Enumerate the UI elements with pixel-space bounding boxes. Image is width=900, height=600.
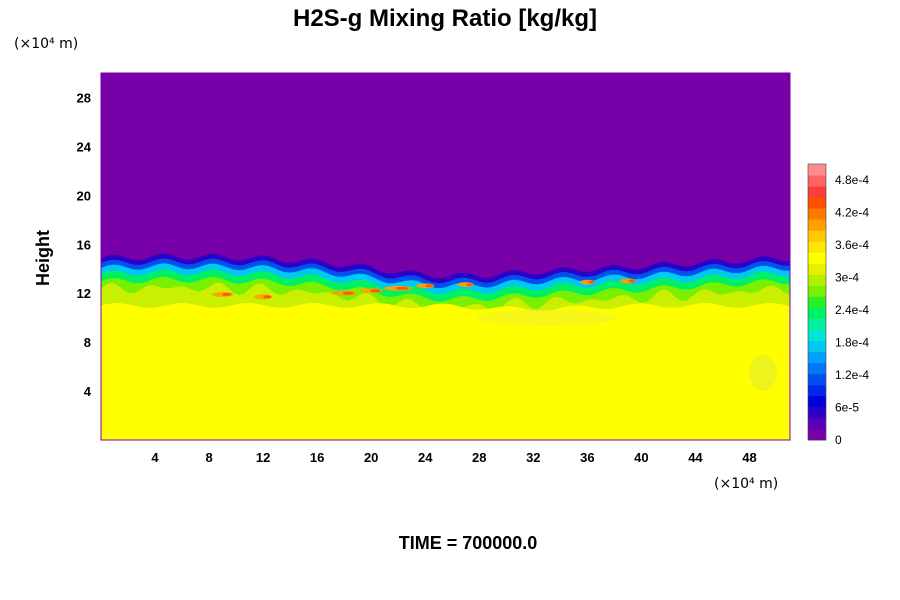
- y-axis-label: Height: [33, 230, 53, 286]
- colorbar-segment: [808, 296, 826, 308]
- colorbar-label: 3e-4: [835, 271, 859, 285]
- y-axis-ticks: 4 8 12 16 20 24 28: [77, 90, 92, 399]
- colorbar-segment: [808, 428, 826, 441]
- x-tick-label: 28: [472, 450, 486, 465]
- x-unit-label: (×10⁴ m): [714, 476, 778, 492]
- colorbar-label: 1.2e-4: [835, 368, 869, 382]
- mixing-ratio-field: [101, 253, 790, 440]
- colorbar-segment: [808, 208, 826, 220]
- colorbar: 0 6e-5 1.2e-4 1.8e-4 2.4e-4 3e-4 3.6e-4 4.2e-4 4…: [807, 163, 869, 447]
- colorbar-segment: [808, 175, 826, 187]
- y-tick-label: 16: [77, 237, 91, 252]
- y-tick-label: 28: [77, 90, 91, 105]
- field-spot-red: [466, 283, 474, 287]
- x-tick-label: 12: [256, 450, 270, 465]
- colorbar-frame: [807, 163, 827, 441]
- field-spot-red: [588, 280, 595, 284]
- colorbar-label: 2.4e-4: [835, 303, 869, 317]
- x-tick-label: 16: [310, 450, 324, 465]
- field-spot-red: [425, 284, 434, 288]
- x-tick-label: 40: [634, 450, 648, 465]
- colorbar-segment: [808, 318, 826, 330]
- x-tick-label: 4: [151, 450, 159, 465]
- x-tick-label: 36: [580, 450, 594, 465]
- chart-title: H2S-g Mixing Ratio [kg/kg]: [293, 5, 597, 32]
- field-spot-red: [628, 279, 636, 283]
- plot-area: [100, 72, 791, 441]
- colorbar-segment: [808, 219, 826, 231]
- colorbar-segment: [808, 384, 826, 397]
- field-band-yellow: [101, 303, 790, 440]
- colorbar-segment: [808, 307, 826, 319]
- colorbar-segment: [808, 241, 826, 253]
- colorbar-segment: [808, 285, 826, 297]
- time-label: TIME = 700000.0: [399, 533, 538, 553]
- field-spot-red: [370, 289, 381, 293]
- field-patch: [748, 354, 777, 391]
- x-tick-label: 8: [205, 450, 212, 465]
- field-patch: [476, 309, 617, 326]
- colorbar-label: 0: [835, 433, 842, 447]
- colorbar-label: 4.8e-4: [835, 173, 869, 187]
- y-unit-label: (×10⁴ m): [14, 36, 78, 52]
- y-tick-label: 12: [77, 286, 91, 301]
- colorbar-segment: [808, 406, 826, 419]
- field-spot-red: [342, 291, 354, 295]
- colorbar-label: 4.2e-4: [835, 206, 869, 220]
- colorbar-segments: [808, 164, 826, 441]
- colorbar-segment: [808, 340, 826, 353]
- colorbar-segment: [808, 395, 826, 408]
- colorbar-segment: [808, 186, 826, 198]
- colorbar-segment: [808, 164, 826, 176]
- x-tick-label: 48: [742, 450, 756, 465]
- x-tick-label: 44: [688, 450, 703, 465]
- x-tick-label: 20: [364, 450, 378, 465]
- y-tick-label: 20: [77, 188, 91, 203]
- colorbar-segment: [808, 351, 826, 364]
- colorbar-label: 3.6e-4: [835, 238, 869, 252]
- x-tick-label: 32: [526, 450, 540, 465]
- colorbar-labels: 0 6e-5 1.2e-4 1.8e-4 2.4e-4 3e-4 3.6e-4 4.2e-4 4…: [835, 173, 869, 447]
- colorbar-segment: [808, 373, 826, 386]
- field-spot-red: [395, 286, 409, 290]
- colorbar-segment: [808, 362, 826, 375]
- plot-frame: [100, 72, 791, 441]
- y-tick-label: 4: [84, 384, 92, 399]
- colorbar-label: 1.8e-4: [835, 336, 869, 350]
- colorbar-segment: [808, 263, 826, 275]
- y-tick-label: 24: [77, 139, 92, 154]
- colorbar-segment: [808, 230, 826, 242]
- y-tick-label: 8: [84, 335, 91, 350]
- x-tick-label: 24: [418, 450, 433, 465]
- colorbar-segment: [808, 417, 826, 430]
- x-axis-ticks: 4 8 12 16 20 24 28 32 36 40 44 48: [151, 450, 756, 465]
- colorbar-segment: [808, 274, 826, 286]
- colorbar-segment: [808, 197, 826, 209]
- field-spot-red: [263, 295, 272, 299]
- colorbar-label: 6e-5: [835, 401, 859, 415]
- colorbar-segment: [808, 252, 826, 264]
- colorbar-segment: [808, 329, 826, 342]
- field-spot-red: [221, 292, 232, 296]
